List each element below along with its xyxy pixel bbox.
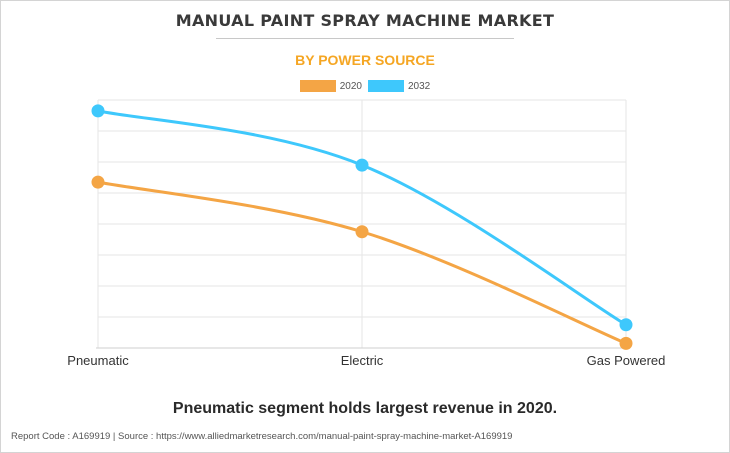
legend-label-2020: 2020 (339, 80, 362, 92)
chart-title: MANUAL PAINT SPRAY MACHINE MARKET (175, 11, 555, 30)
x-tick-labels: Pneumatic Electric Gas Powered (67, 353, 665, 368)
x-tick-label-pneumatic: Pneumatic (67, 353, 129, 368)
chart-caption: Pneumatic segment holds largest revenue … (172, 400, 558, 417)
report-source-footer: Report Code : A169919 | Source : https:/… (11, 431, 513, 442)
chart-subtitle: BY POWER SOURCE (295, 52, 435, 68)
x-tick-label-gas-powered: Gas Powered (587, 353, 666, 368)
legend-label-2032: 2032 (408, 80, 431, 92)
data-point-2020-gas-powered (619, 336, 633, 350)
series-layer (91, 104, 633, 350)
legend-swatch-2032 (368, 80, 404, 92)
legend: 2020 2032 (1, 80, 729, 92)
data-point-2032-gas-powered (619, 318, 633, 332)
title-divider (216, 38, 514, 39)
legend-item-2032[interactable]: 2032 (368, 80, 430, 92)
legend-swatch-2020 (299, 80, 336, 92)
data-point-2032-electric (355, 158, 369, 172)
data-point-2020-electric (355, 225, 369, 239)
line-chart: Pneumatic Electric Gas Powered (67, 99, 665, 368)
x-tick-label-electric: Electric (341, 353, 384, 368)
grid-layer (97, 99, 627, 348)
legend-item-2020[interactable]: 2020 (299, 80, 362, 92)
data-point-2020-pneumatic (91, 175, 105, 189)
data-point-2032-pneumatic (91, 104, 105, 118)
